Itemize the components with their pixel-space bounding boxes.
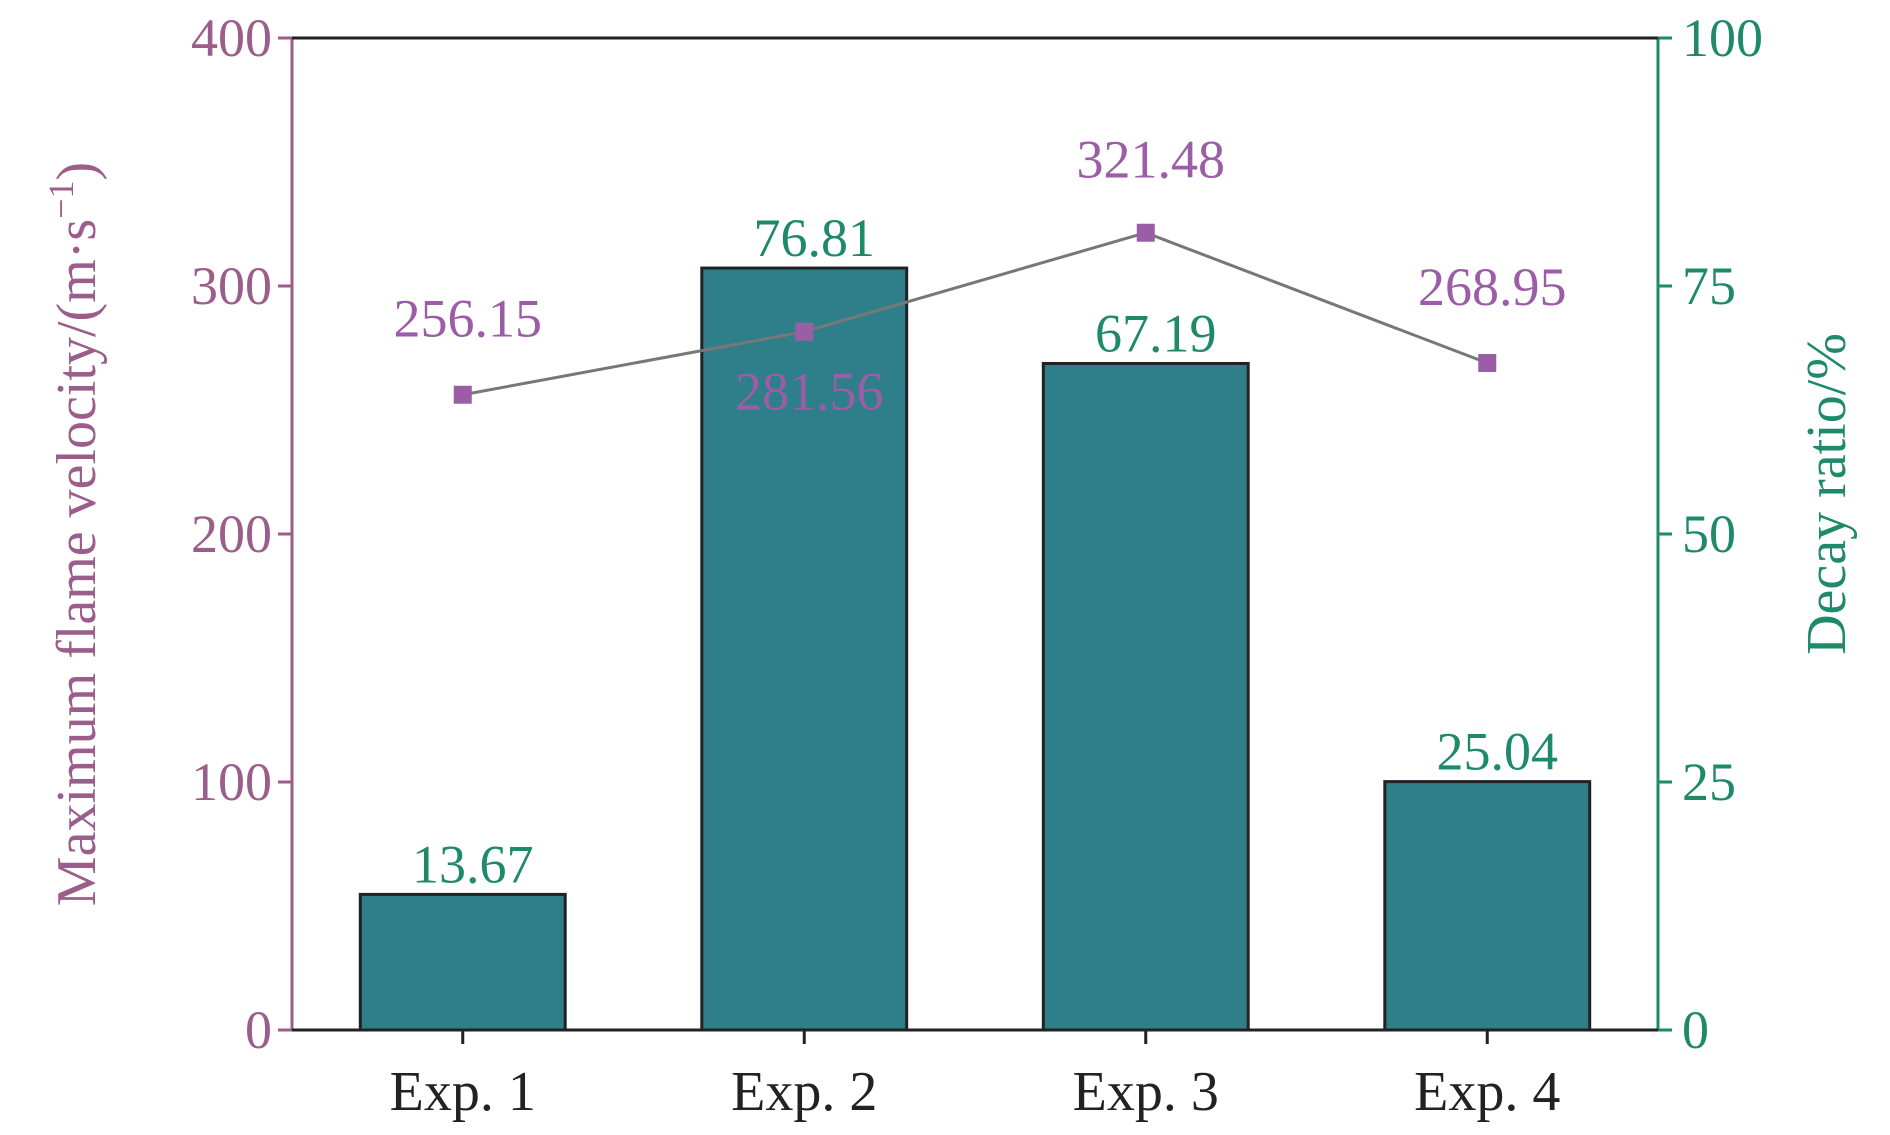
left-tick-label: 300 [191, 256, 272, 316]
bar-3 [1041, 361, 1250, 1032]
x-tick-label: Exp. 2 [731, 1061, 877, 1123]
velocity-value-label: 268.95 [1418, 257, 1567, 317]
velocity-value-label: 321.48 [1077, 130, 1226, 190]
bar-value-label: 13.67 [412, 834, 534, 894]
axes-layer [278, 36, 1672, 1044]
velocity-value-label: 256.15 [394, 289, 543, 349]
bar-4 [1383, 780, 1592, 1032]
right-tick-label: 50 [1682, 504, 1736, 564]
right-tick-label: 25 [1682, 752, 1736, 812]
velocity-point-4 [1478, 354, 1497, 373]
labels-layer: 0 100 200 300 400 0 25 50 75 100 Exp. 1 Exp. 2 Exp. … [41, 8, 1858, 1123]
bar-value-label: 76.81 [754, 208, 876, 268]
x-tick-label: Exp. 4 [1414, 1061, 1560, 1123]
bar-2 [700, 266, 909, 1032]
right-tick-label: 0 [1682, 1000, 1709, 1060]
bars-layer [358, 266, 1592, 1032]
left-axis-title: Maximum flame velocity/(m·s−1) [41, 162, 108, 906]
left-tick-label: 100 [191, 752, 272, 812]
left-tick-label: 0 [245, 1000, 272, 1060]
line-layer [453, 223, 1497, 404]
bar-value-label: 67.19 [1095, 303, 1217, 363]
bar-1 [358, 892, 567, 1032]
velocity-value-label: 281.56 [735, 362, 884, 422]
velocity-line [462, 231, 1488, 397]
left-tick-label: 400 [191, 8, 272, 68]
right-tick-label: 75 [1682, 256, 1736, 316]
velocity-point-3 [1136, 223, 1155, 242]
x-tick-label: Exp. 3 [1073, 1061, 1219, 1123]
bar-value-label: 25.04 [1437, 722, 1559, 782]
right-tick-label: 100 [1682, 8, 1763, 68]
left-tick-label: 200 [191, 504, 272, 564]
x-tick-label: Exp. 1 [390, 1061, 536, 1123]
velocity-point-2 [795, 322, 814, 341]
right-axis-title: Decay ratio/% [1796, 333, 1858, 655]
velocity-point-1 [453, 385, 472, 404]
